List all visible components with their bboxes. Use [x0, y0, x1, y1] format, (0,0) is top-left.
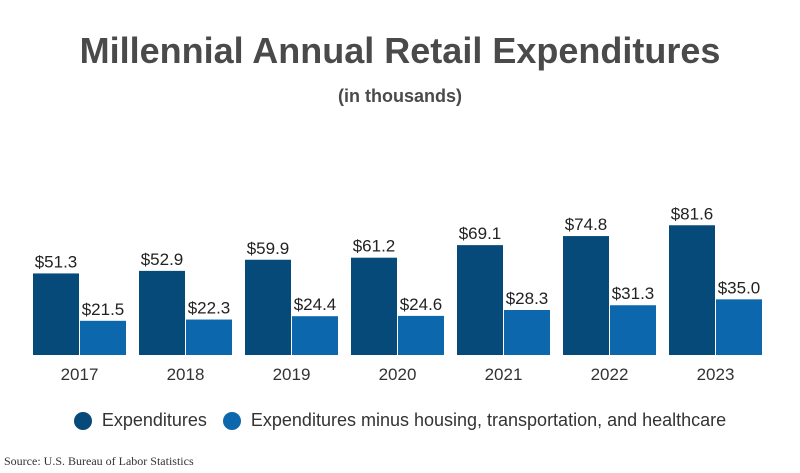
data-label-expenditures-2018: $52.9 — [141, 250, 184, 269]
legend-label-expenditures: Expenditures — [101, 410, 207, 430]
legend-swatch-expenditures — [73, 411, 92, 430]
data-label-expenditures-minus-2022: $31.3 — [612, 284, 655, 303]
data-label-expenditures-2019: $59.9 — [247, 239, 290, 258]
data-label-expenditures-2023: $81.6 — [671, 204, 714, 223]
bar-expenditures-2022 — [563, 236, 609, 355]
bar-expenditures-2023 — [669, 225, 715, 355]
data-label-expenditures-minus-2018: $22.3 — [188, 299, 231, 318]
data-label-expenditures-2017: $51.3 — [35, 252, 78, 271]
bar-expenditures-2017 — [33, 273, 79, 355]
bar-expenditures-minus-2022 — [610, 305, 656, 355]
x-tick-label-2020: 2020 — [379, 365, 417, 384]
x-tick-label-2023: 2023 — [697, 365, 735, 384]
data-label-expenditures-2022: $74.8 — [565, 215, 608, 234]
data-label-expenditures-minus-2020: $24.6 — [400, 295, 443, 314]
x-tick-label-2017: 2017 — [61, 365, 99, 384]
data-label-expenditures-2021: $69.1 — [459, 224, 502, 243]
bar-expenditures-2020 — [351, 257, 397, 355]
source-note: Source: U.S. Bureau of Labor Statistics — [4, 454, 194, 468]
x-tick-label-2022: 2022 — [591, 365, 629, 384]
bar-expenditures-minus-2020 — [398, 315, 444, 355]
legend-item-expenditures: Expenditures — [73, 410, 207, 431]
data-label-expenditures-minus-2021: $28.3 — [506, 289, 549, 308]
legend: Expenditures Expenditures minus housing,… — [0, 410, 800, 431]
bar-expenditures-minus-2018 — [186, 319, 232, 355]
bar-expenditures-minus-2017 — [80, 320, 126, 355]
data-label-expenditures-minus-2023: $35.0 — [718, 278, 761, 297]
legend-item-expenditures-minus: Expenditures minus housing, transportati… — [222, 410, 727, 431]
x-tick-label-2018: 2018 — [167, 365, 205, 384]
x-tick-label-2019: 2019 — [273, 365, 311, 384]
chart-title: Millennial Annual Retail Expenditures — [79, 30, 721, 71]
data-label-expenditures-minus-2017: $21.5 — [82, 300, 125, 319]
bar-expenditures-2019 — [245, 259, 291, 355]
data-label-expenditures-2020: $61.2 — [353, 237, 396, 256]
x-tick-label-2021: 2021 — [485, 365, 523, 384]
data-label-expenditures-minus-2019: $24.4 — [294, 295, 337, 314]
bar-expenditures-minus-2019 — [292, 316, 338, 355]
chart-subtitle: (in thousands) — [338, 86, 462, 106]
bar-expenditures-2018 — [139, 270, 185, 355]
bar-expenditures-2021 — [457, 245, 503, 355]
legend-label-expenditures-minus: Expenditures minus housing, transportati… — [250, 410, 727, 430]
bar-expenditures-minus-2023 — [716, 299, 762, 355]
legend-swatch-expenditures-minus — [222, 411, 241, 430]
bar-expenditures-minus-2021 — [504, 310, 550, 355]
